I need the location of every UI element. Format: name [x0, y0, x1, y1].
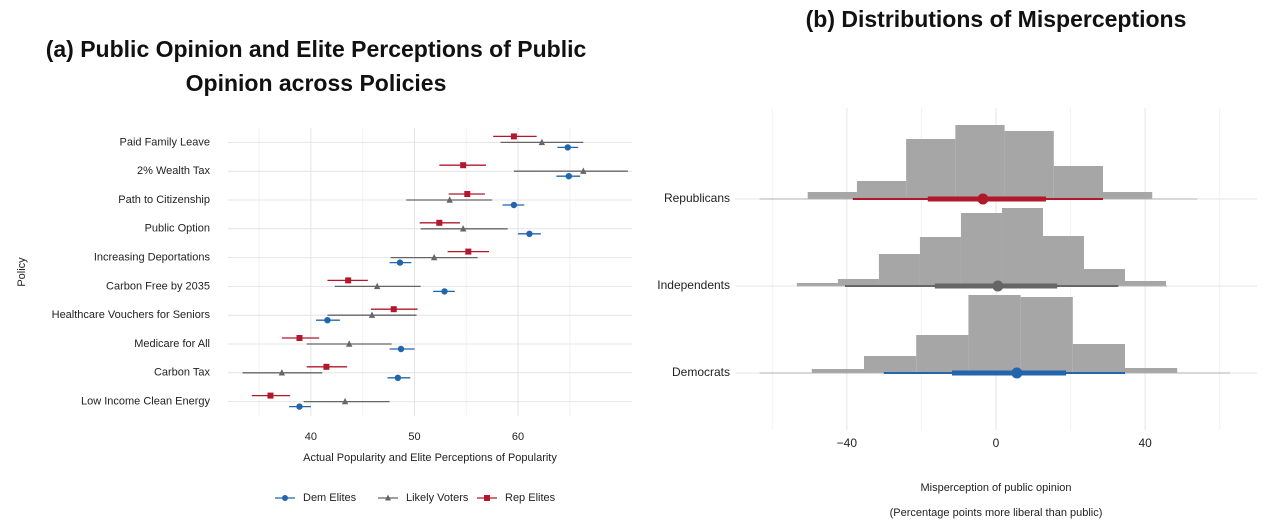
y-tick-label: Carbon Free by 2035: [106, 280, 210, 292]
x-tick-label: 0: [993, 436, 1000, 450]
marker: [564, 144, 571, 151]
marker: [459, 225, 467, 232]
marker: [278, 369, 286, 376]
marker: [296, 403, 303, 410]
marker: [430, 253, 438, 261]
x-tick-label: −40: [837, 436, 858, 450]
marker: [345, 277, 352, 284]
legend-marker: [385, 494, 391, 501]
histogram-bar: [878, 254, 920, 286]
marker: [397, 345, 405, 353]
marker: [346, 340, 353, 347]
marker: [538, 138, 546, 146]
x-tick-label: 40: [1138, 436, 1152, 450]
marker: [341, 397, 349, 405]
y-axis-label: Policy: [16, 257, 28, 287]
marker: [436, 219, 443, 226]
y-tick-label: Democrats: [672, 365, 730, 379]
marker: [394, 374, 402, 381]
marker: [324, 317, 331, 324]
histogram-bar: [1125, 281, 1167, 286]
histogram-bar: [1072, 344, 1126, 373]
x-axis-label: Misperception of public opinion: [920, 482, 1071, 494]
marker: [510, 133, 517, 140]
histogram-bar: [796, 283, 838, 286]
marker: [267, 392, 274, 399]
legend-label: Rep Elites: [505, 492, 556, 504]
histogram-bar: [960, 213, 1002, 286]
marker: [526, 230, 533, 237]
marker: [446, 196, 453, 203]
histogram-bar: [856, 181, 907, 199]
histogram-bar: [955, 125, 1005, 199]
histogram-bar: [1125, 368, 1178, 373]
y-tick-label: 2% Wealth Tax: [137, 165, 210, 177]
legend-marker: [484, 495, 490, 501]
x-axis-sublabel: (Percentage points more liberal than pub…: [890, 507, 1103, 519]
histogram-bar: [968, 295, 1021, 373]
y-tick-label: Medicare for All: [134, 338, 210, 350]
chart-title: (b) Distributions of Misperceptions: [805, 6, 1187, 32]
median-point: [977, 193, 989, 205]
y-tick-label: Public Option: [145, 223, 210, 235]
x-tick-label: 40: [305, 431, 317, 443]
marker: [464, 191, 471, 197]
x-tick-label: 60: [512, 431, 524, 443]
legend-marker: [282, 495, 288, 501]
y-tick-label: Healthcare Vouchers for Seniors: [52, 309, 211, 321]
x-tick-label: 50: [408, 431, 420, 443]
histogram-bar: [807, 192, 857, 199]
marker: [396, 259, 404, 266]
histogram-bar: [1001, 208, 1043, 286]
marker: [323, 363, 330, 370]
histogram-bar: [906, 139, 956, 199]
marker: [368, 311, 376, 318]
histogram-bar: [916, 335, 969, 373]
marker: [441, 288, 448, 295]
marker: [510, 201, 518, 209]
marker: [460, 162, 467, 169]
y-tick-label: Low Income Clean Energy: [81, 396, 211, 408]
legend-label: Dem Elites: [303, 492, 357, 504]
histogram-bar: [1020, 297, 1073, 373]
marker: [390, 306, 397, 313]
legend-label: Likely Voters: [406, 492, 469, 504]
histogram-bar: [919, 237, 961, 286]
x-axis-label: Actual Popularity and Elite Perceptions …: [303, 452, 557, 464]
median-point: [992, 280, 1004, 292]
y-tick-label: Increasing Deportations: [94, 252, 211, 264]
marker: [580, 167, 587, 174]
marker: [465, 248, 472, 255]
median-point: [1011, 367, 1023, 379]
histogram-bar: [837, 279, 879, 286]
y-tick-label: Carbon Tax: [154, 367, 211, 379]
y-tick-label: Independents: [657, 278, 730, 292]
histogram-bar: [1004, 131, 1054, 199]
marker: [373, 282, 381, 290]
y-tick-label: Republicans: [664, 191, 730, 205]
histogram-bar: [811, 369, 865, 373]
histogram-bar: [864, 356, 917, 373]
histogram-bar: [1083, 269, 1126, 286]
histogram-bar: [1042, 236, 1084, 286]
y-tick-label: Paid Family Leave: [120, 136, 211, 148]
y-tick-label: Path to Citizenship: [118, 194, 210, 206]
marker: [296, 335, 303, 341]
histogram-bar: [1053, 166, 1104, 199]
marker: [565, 173, 573, 180]
histogram-bar: [1103, 192, 1153, 199]
chart-title: (a) Public Opinion and Elite Perceptions…: [45, 36, 587, 96]
